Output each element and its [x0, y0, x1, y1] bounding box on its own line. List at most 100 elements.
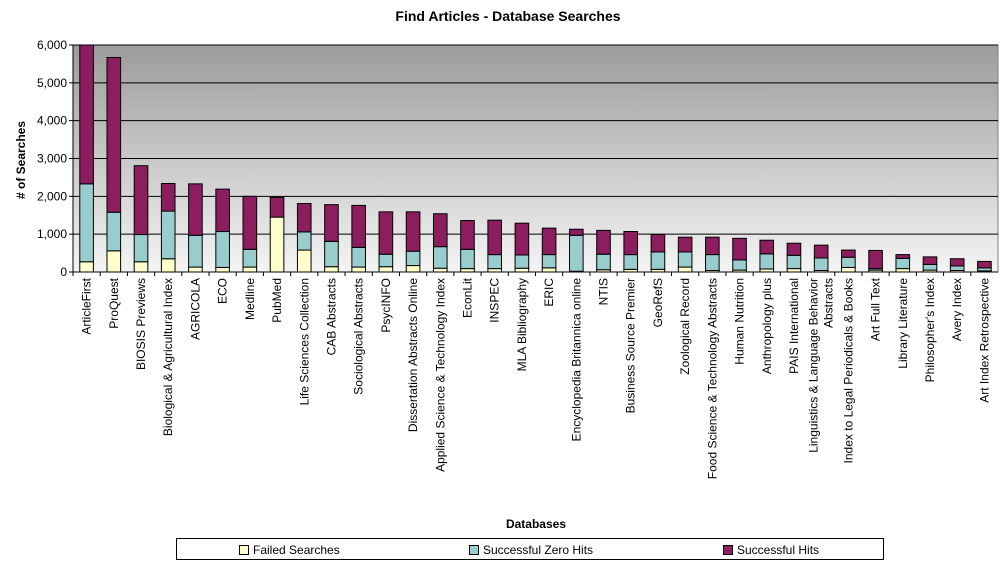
bar-segment-zero-hits	[569, 234, 584, 272]
x-tick-label: Dissertation Abstracts Online	[406, 278, 420, 432]
legend-item-failed: Failed Searches	[239, 543, 340, 557]
bar-segment-zero-hits	[160, 210, 176, 260]
x-tick-label: Art Index Retrospective	[977, 278, 991, 403]
bar-segment-failed	[487, 268, 502, 273]
bar-segment-zero-hits	[351, 246, 366, 268]
bar-segment-failed	[296, 249, 312, 273]
bar-segment-failed	[188, 266, 203, 273]
bar-segment-zero-hits	[432, 246, 448, 269]
bar-segment-failed	[215, 266, 230, 273]
x-tick-label: BIOSIS Previews	[134, 278, 148, 370]
x-tick-label: PubMed	[270, 278, 284, 323]
bar-segment-hits	[786, 242, 802, 256]
x-tick-label: ArticleFirst	[80, 277, 94, 334]
bar-segment-zero-hits	[106, 211, 122, 252]
x-tick-label: Human Nutrition	[733, 278, 747, 365]
x-tick-label: Medline	[243, 278, 257, 320]
x-tick-label: EconLit	[460, 277, 474, 318]
x-tick-label: AGRICOLA	[188, 278, 202, 340]
bar-segment-failed	[351, 266, 366, 273]
x-axis-ticks: ArticleFirst ProQuest BIOSIS Previews Biolo…	[72, 272, 991, 479]
y-axis-title: # of Searches	[14, 121, 28, 199]
bar-segment-hits	[596, 229, 611, 255]
bar-segment-zero-hits	[514, 254, 530, 269]
bar-segment-zero-hits	[378, 253, 394, 268]
bar-segment-zero-hits	[705, 254, 720, 271]
y-tick-label: 5,000	[37, 76, 67, 90]
y-tick-label: 3,000	[37, 152, 67, 166]
bar-segment-failed	[432, 267, 448, 273]
bar-segment-failed	[677, 266, 693, 273]
legend-item-zero-hits: Successful Zero Hits	[469, 543, 593, 557]
bar-segment-zero-hits	[623, 254, 639, 270]
bar-segment-failed	[841, 266, 856, 273]
x-tick-label: CAB Abstracts	[324, 278, 338, 355]
bar-segment-zero-hits	[677, 251, 693, 268]
bar-segment-hits	[868, 249, 883, 270]
x-tick-label: Biological & Agricultural Index	[161, 278, 175, 436]
bar-segment-zero-hits	[786, 254, 802, 270]
bar-segment-hits	[677, 236, 693, 253]
x-tick-label: Food Science & Technology Abstracts	[705, 278, 719, 479]
legend-swatch-hits	[723, 545, 733, 555]
bar-segment-zero-hits	[813, 257, 829, 271]
x-tick-label: PAIS International	[787, 278, 801, 374]
bar-segment-hits	[514, 222, 530, 256]
bar-segment-failed	[79, 261, 94, 273]
x-tick-label: Life Sciences Collection	[297, 278, 311, 405]
bar-segment-hits	[269, 196, 285, 218]
x-tick-label: Zoological Record	[678, 278, 692, 375]
x-tick-label: Sociological Abstracts	[352, 278, 366, 395]
bar-segment-hits	[378, 211, 394, 255]
bar-segment-zero-hits	[296, 231, 312, 251]
bar-segment-failed	[106, 250, 122, 273]
bar-segment-zero-hits	[732, 259, 747, 271]
bar-segment-failed	[514, 267, 530, 273]
bar-segment-hits	[487, 219, 502, 256]
x-tick-label: Avery Index	[950, 278, 964, 341]
x-tick-label: NTIS	[597, 278, 611, 305]
bar-segment-zero-hits	[841, 256, 856, 268]
bar-segment-failed	[460, 268, 475, 273]
bar-segment-zero-hits	[949, 265, 965, 271]
bar-segment-hits	[541, 227, 557, 256]
bar-segment-hits	[759, 239, 775, 255]
bar-segment-hits	[296, 203, 312, 233]
bar-segment-hits	[705, 236, 720, 256]
x-tick-label: GeoRefS	[651, 278, 665, 327]
x-tick-label: Art Full Text	[869, 277, 883, 341]
bar-segment-hits	[133, 165, 149, 236]
bar-segment-hits	[922, 256, 938, 265]
bar-segment-hits	[460, 220, 475, 250]
bar-segment-hits	[623, 231, 639, 256]
y-tick-label: 6,000	[37, 38, 67, 52]
legend-label-failed: Failed Searches	[253, 543, 340, 557]
bar-segment-failed	[242, 266, 258, 273]
bar-segment-zero-hits	[487, 254, 502, 270]
bar-segment-zero-hits	[596, 253, 611, 271]
bar-segment-failed	[405, 265, 421, 273]
legend-swatch-failed	[239, 545, 249, 555]
bar-segment-hits	[215, 188, 230, 233]
bar-segment-zero-hits	[922, 263, 938, 271]
bar-segment-zero-hits	[541, 254, 557, 269]
legend-item-hits: Successful Hits	[723, 543, 819, 557]
x-tick-label: Linguistics & Language BehaviorAbstracts	[807, 278, 836, 453]
x-axis-title: Databases	[506, 517, 566, 531]
x-tick-label: Encyclopedia Britannica online	[569, 278, 583, 442]
bar-segment-hits	[160, 182, 176, 212]
bar-segment-hits	[79, 44, 94, 185]
bar-segment-failed	[541, 267, 557, 273]
bars-group	[79, 44, 992, 273]
bar-segment-failed	[378, 266, 394, 273]
bar-segment-hits	[432, 213, 448, 248]
chart-title: Find Articles - Database Searches	[395, 8, 620, 24]
y-tick-label: 1,000	[37, 227, 67, 241]
x-tick-label: Anthropology plus	[760, 278, 774, 374]
bar-segment-hits	[242, 195, 258, 250]
bar-segment-zero-hits	[405, 250, 421, 267]
legend-swatch-zero-hits	[469, 545, 479, 555]
bar-segment-hits	[405, 211, 421, 252]
y-tick-label: 4,000	[37, 114, 67, 128]
